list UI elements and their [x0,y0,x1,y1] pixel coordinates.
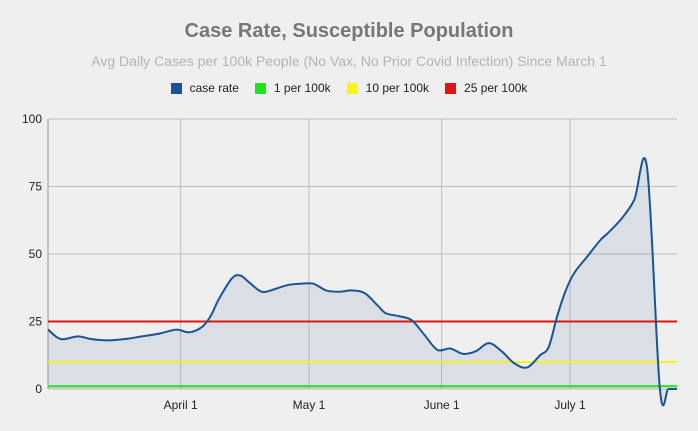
y-tick-75: 75 [29,180,43,194]
x-tick-june-1: June 1 [424,398,460,412]
legend-item-10-per-100k[interactable]: 10 per 100k [346,81,430,95]
legend-swatch-case-rate [170,82,182,94]
y-tick-100: 100 [22,112,42,126]
legend-label-1-per-100k: 1 per 100k [273,81,331,95]
chart-subtitle: Avg Daily Cases per 100k People (No Vax,… [91,53,607,69]
case-rate-area [48,157,677,406]
legend-label-case-rate: case rate [189,81,239,95]
chart-title: Case Rate, Susceptible Population [184,20,514,42]
legend-item-1-per-100k[interactable]: 1 per 100k [254,81,331,95]
y-tick-0: 0 [35,382,42,396]
x-tick-may-1: May 1 [293,398,326,412]
x-tick-april-1: April 1 [164,398,198,412]
legend-item-25-per-100k[interactable]: 25 per 100k [445,81,527,95]
legend: case rate 1 per 100k 10 per 100k 25 per … [0,81,698,95]
x-tick-july-1: July 1 [554,398,586,412]
legend-label-25-per-100k: 25 per 100k [464,81,528,95]
legend-label-10-per-100k: 10 per 100k [365,81,430,95]
legend-swatch-1-per-100k [254,82,266,94]
legend-swatch-25-per-100k [445,82,457,94]
legend-item-case-rate[interactable]: case rate [170,81,239,95]
case-rate-line [47,157,677,407]
legend-swatch-10-per-100k [346,82,358,94]
y-tick-50: 50 [29,247,43,261]
y-tick-25: 25 [29,315,43,329]
